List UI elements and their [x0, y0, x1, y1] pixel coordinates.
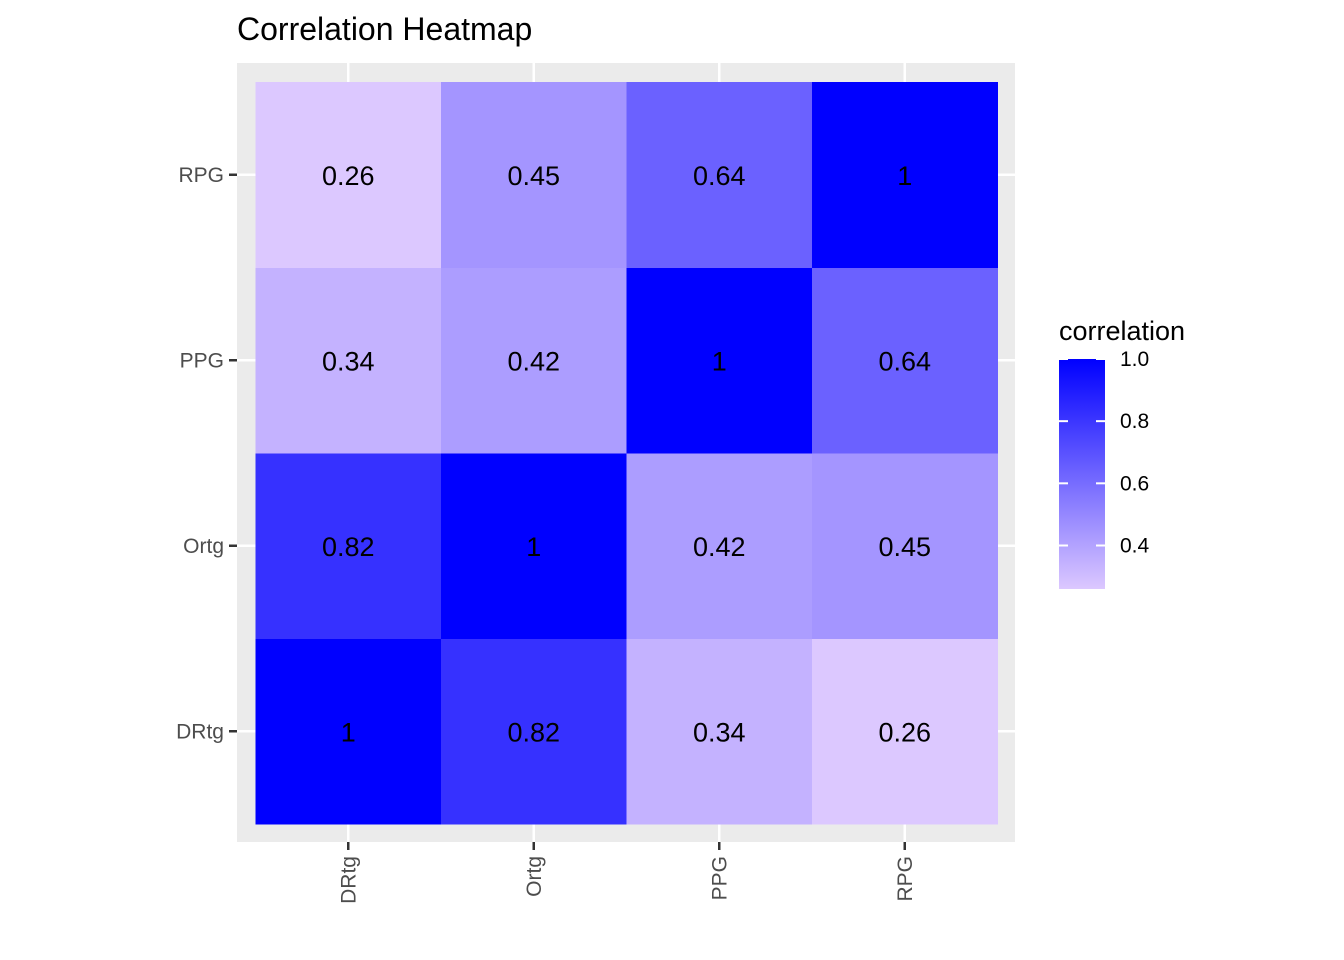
heatmap-cell-PPG-RPG — [812, 267, 998, 454]
heatmap-cell-DRtg-RPG — [812, 638, 998, 825]
cell-label: 0.42 — [507, 346, 560, 376]
heatmap-cell-Ortg-RPG — [812, 453, 998, 639]
x-tick-label: DRtg — [337, 856, 360, 904]
heatmap-cell-PPG-PPG — [626, 267, 813, 454]
heatmap-cell-PPG-Ortg — [441, 267, 627, 454]
cell-label: 0.64 — [878, 346, 931, 376]
heatmap-cell-DRtg-PPG — [626, 638, 813, 825]
cell-label: 0.82 — [322, 532, 375, 562]
heatmap-cell-DRtg-Ortg — [441, 638, 627, 825]
heatmap-cell-Ortg-PPG — [626, 453, 813, 639]
x-tick-label: Ortg — [523, 856, 546, 897]
heatmap-cell-RPG-PPG — [626, 82, 813, 268]
heatmap-cell-PPG-DRtg — [255, 267, 442, 454]
legend-colorbar — [1059, 359, 1105, 589]
chart-title: Correlation Heatmap — [237, 11, 532, 47]
heatmap-cells — [255, 82, 998, 825]
y-axis: DRtg Ortg PPG RPG — [176, 164, 237, 743]
cell-label: 1 — [897, 161, 912, 191]
cell-labels: 1 0.82 0.34 0.26 0.82 1 0.42 0.45 0.34 0.42 1 0.64 0… — [322, 161, 931, 748]
y-tick-label: DRtg — [176, 720, 224, 743]
cell-label: 1 — [341, 717, 356, 747]
heatmap-cell-DRtg-DRtg — [255, 638, 442, 825]
legend-tick-label: 0.4 — [1120, 534, 1150, 557]
legend-title: correlation — [1059, 316, 1185, 346]
y-tick-label: PPG — [180, 349, 224, 372]
cell-label: 0.45 — [878, 532, 931, 562]
legend-ticks: 1.0 0.8 0.6 0.4 — [1059, 348, 1150, 557]
cell-label: 0.26 — [322, 161, 375, 191]
x-axis: DRtg Ortg PPG RPG — [337, 842, 917, 904]
x-tick-label: RPG — [894, 856, 917, 902]
y-tick-label: Ortg — [183, 535, 224, 558]
heatmap-cell-Ortg-Ortg — [441, 453, 627, 639]
legend-tick-label: 0.8 — [1120, 410, 1149, 433]
cell-label: 1 — [526, 532, 541, 562]
cell-label: 0.34 — [322, 346, 375, 376]
y-tick-label: RPG — [178, 164, 224, 187]
heatmap-cell-Ortg-DRtg — [255, 453, 442, 639]
cell-label: 0.42 — [693, 532, 746, 562]
legend-tick-label: 1.0 — [1120, 348, 1149, 371]
cell-label: 0.45 — [507, 161, 560, 191]
cell-label: 0.26 — [878, 717, 931, 747]
heatmap-cell-RPG-Ortg — [441, 82, 627, 268]
cell-label: 0.64 — [693, 161, 746, 191]
heatmap-cell-RPG-RPG — [812, 82, 998, 268]
heatmap-cell-RPG-DRtg — [255, 82, 442, 268]
legend: correlation 1.0 0.8 0.6 0.4 — [1059, 316, 1185, 589]
cell-label: 1 — [712, 346, 727, 376]
x-tick-label: PPG — [708, 856, 731, 900]
cell-label: 0.82 — [507, 717, 560, 747]
legend-tick-label: 0.6 — [1120, 472, 1149, 495]
cell-label: 0.34 — [693, 717, 746, 747]
